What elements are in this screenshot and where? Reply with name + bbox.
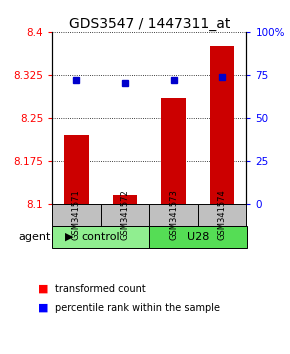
Bar [149, 204, 198, 226]
Title: GDS3547 / 1447311_at: GDS3547 / 1447311_at [69, 17, 230, 31]
Text: U28: U28 [187, 232, 209, 242]
Bar [101, 204, 149, 226]
Bar [198, 204, 246, 226]
Bar [64, 135, 89, 204]
Text: ▶: ▶ [65, 232, 73, 242]
Text: percentile rank within the sample: percentile rank within the sample [55, 303, 220, 313]
Bar [210, 46, 234, 204]
Text: ■: ■ [38, 284, 48, 293]
Text: GSM341571: GSM341571 [72, 189, 81, 240]
Text: ■: ■ [38, 303, 48, 313]
Text: GSM341572: GSM341572 [121, 189, 130, 240]
Bar [113, 195, 137, 204]
Text: GSM341574: GSM341574 [218, 189, 227, 240]
Bar [149, 226, 246, 248]
Text: transformed count: transformed count [55, 284, 146, 293]
Text: GSM341573: GSM341573 [169, 189, 178, 240]
Bar [52, 204, 101, 226]
Text: control: control [81, 232, 120, 242]
Bar [162, 98, 186, 204]
Bar [52, 226, 149, 248]
Text: agent: agent [19, 232, 51, 242]
